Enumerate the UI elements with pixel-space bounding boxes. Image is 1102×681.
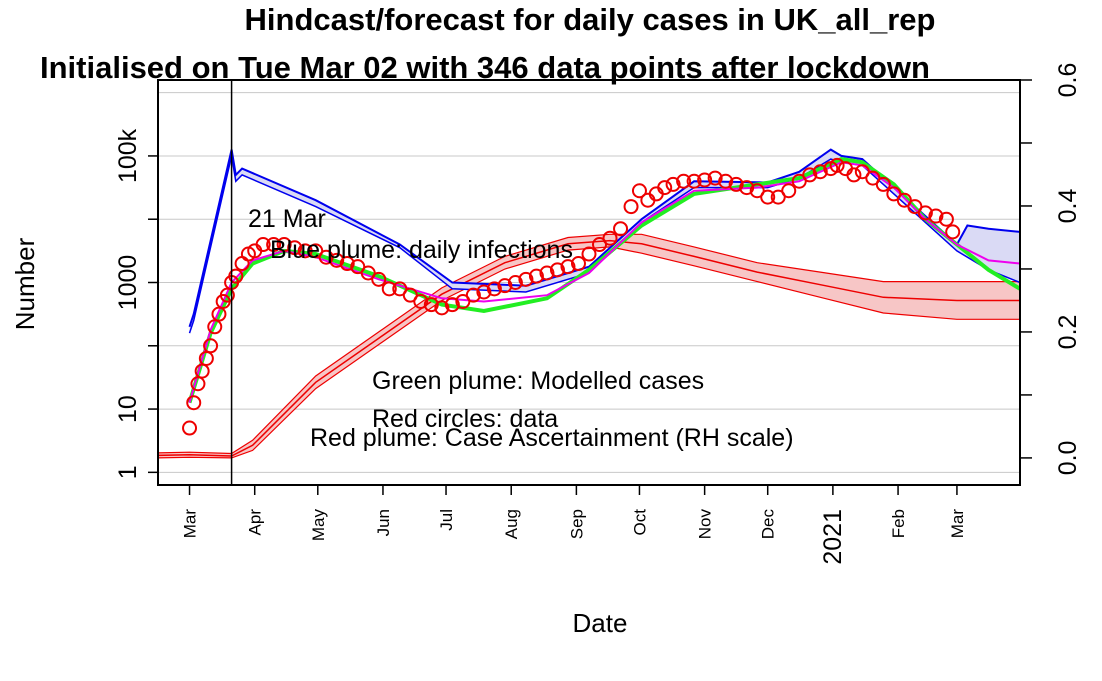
data-point	[339, 256, 355, 272]
annotation-green-plume: Green plume: Modelled cases	[372, 367, 704, 395]
right-y-tick-label: 0.0	[1054, 441, 1082, 476]
x-tick-label: May	[309, 509, 328, 542]
gridlines	[158, 92, 1020, 473]
data-point	[875, 176, 891, 192]
data-point	[434, 300, 450, 316]
data-point	[917, 205, 933, 221]
data-point	[928, 208, 944, 224]
data-point	[560, 259, 576, 275]
data-point	[728, 176, 744, 192]
data-point	[623, 199, 639, 215]
red-plume-line	[157, 239, 1020, 457]
y-tick-label: 100k	[114, 128, 142, 183]
data-point	[686, 173, 702, 189]
right-y-tick-label: 0.6	[1054, 63, 1082, 98]
data-point	[423, 297, 439, 313]
right-y-tick-label: 0.2	[1054, 315, 1082, 350]
x-tick-label: Apr	[246, 509, 265, 536]
data-point	[665, 176, 681, 192]
data-point	[581, 246, 597, 262]
y-axis-label: Number	[10, 237, 40, 330]
data-point	[739, 180, 755, 196]
data-point	[657, 180, 673, 196]
lockdown-label: 21 Mar	[248, 205, 326, 233]
data-point	[613, 221, 629, 237]
data-point	[497, 278, 513, 294]
data-point	[518, 271, 534, 287]
data-point	[760, 189, 776, 205]
data-point	[381, 281, 397, 297]
data-point	[234, 256, 250, 272]
data-point	[631, 183, 647, 199]
data-point	[371, 271, 387, 287]
y-tick-label: 10	[114, 395, 142, 423]
x-tick-label: Sep	[567, 509, 586, 539]
data-point	[697, 172, 713, 188]
annotation-blue-plume: Blue plume: daily infections	[270, 236, 573, 264]
data-point	[297, 243, 313, 259]
data-point	[444, 297, 460, 313]
data-point	[228, 268, 244, 284]
right-y-tick-label: 0.4	[1054, 189, 1082, 224]
data-point	[255, 237, 271, 253]
x-tick-label: Mar	[181, 509, 200, 539]
data-point	[413, 293, 429, 309]
data-point	[829, 157, 845, 173]
data-point	[781, 183, 797, 199]
x-tick-label: Jun	[374, 509, 393, 536]
data-point	[812, 164, 828, 180]
data-point	[203, 338, 219, 354]
x-tick-label: Nov	[696, 509, 715, 540]
data-point	[945, 224, 961, 240]
data-point	[486, 281, 502, 297]
x-tick-label: Dec	[759, 509, 778, 540]
data-point	[570, 256, 586, 272]
data-point	[287, 240, 303, 256]
data-point	[549, 262, 565, 278]
data-point	[465, 287, 481, 303]
data-point	[539, 265, 555, 281]
data-point	[718, 173, 734, 189]
plumes	[157, 148, 1022, 459]
data-point	[329, 252, 345, 268]
data-point	[276, 237, 292, 253]
data-point	[266, 237, 282, 253]
data-point	[707, 170, 723, 186]
x-tick-label: Jul	[437, 509, 456, 531]
data-point	[528, 268, 544, 284]
data-point	[318, 249, 334, 265]
data-point	[182, 420, 198, 436]
data-point	[507, 275, 523, 290]
x-tick-label: Feb	[889, 509, 908, 538]
data-point	[186, 395, 202, 411]
x-tick-label: 2021	[819, 509, 847, 565]
data-point	[846, 167, 862, 183]
data-point	[602, 230, 618, 246]
y-tick-label: 1000	[114, 255, 142, 311]
x-tick-label: Aug	[502, 509, 521, 539]
data-points	[182, 157, 961, 436]
x-axis-label: Date	[573, 608, 628, 638]
y-tick-label: 1	[114, 465, 142, 479]
data-point	[938, 211, 954, 227]
data-point	[676, 173, 692, 189]
annotation-red-circles: Red circles: data	[372, 405, 558, 433]
data-point	[476, 284, 492, 300]
axes: 1 10 1000 100k 0.0 0.2 0.4 0.6 Mar Apr May Jun Jul Au…	[114, 63, 1082, 565]
annotation-red-plume: Red plume: Case Ascertainment (RH scale)	[310, 424, 794, 452]
data-point	[802, 167, 818, 183]
x-tick-label: Mar	[948, 509, 967, 539]
chart-title: Hindcast/forecast for daily cases in UK_…	[245, 2, 936, 37]
x-tick-label: Oct	[630, 509, 649, 536]
